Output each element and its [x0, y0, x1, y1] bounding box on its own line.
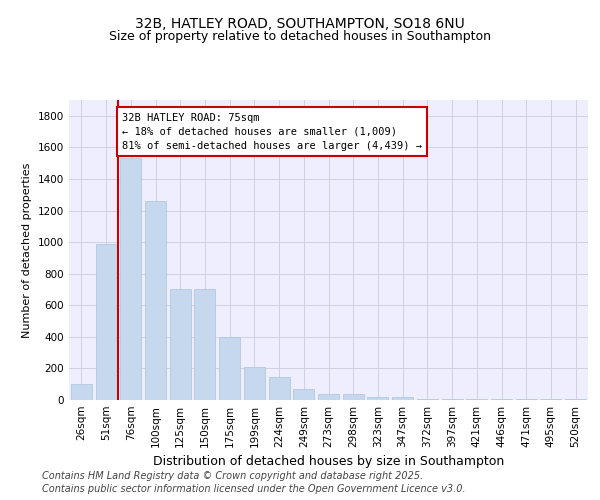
Text: Size of property relative to detached houses in Southampton: Size of property relative to detached ho…	[109, 30, 491, 43]
Bar	[318, 394, 339, 400]
Bar	[71, 384, 92, 400]
Bar	[442, 398, 463, 400]
Bar	[293, 389, 314, 400]
Text: Contains HM Land Registry data © Crown copyright and database right 2025.: Contains HM Land Registry data © Crown c…	[42, 471, 423, 481]
Bar	[367, 397, 388, 400]
Bar	[392, 397, 413, 400]
Bar	[194, 290, 215, 400]
Text: Contains public sector information licensed under the Open Government Licence v3: Contains public sector information licen…	[42, 484, 466, 494]
Bar	[269, 377, 290, 400]
Bar	[170, 290, 191, 400]
Text: 32B HATLEY ROAD: 75sqm
← 18% of detached houses are smaller (1,009)
81% of semi-: 32B HATLEY ROAD: 75sqm ← 18% of detached…	[122, 112, 422, 150]
Bar	[120, 158, 141, 400]
X-axis label: Distribution of detached houses by size in Southampton: Distribution of detached houses by size …	[153, 456, 504, 468]
Bar	[244, 367, 265, 400]
Bar	[145, 201, 166, 400]
Bar	[219, 337, 240, 400]
Bar	[95, 244, 116, 400]
Bar	[417, 398, 438, 400]
Y-axis label: Number of detached properties: Number of detached properties	[22, 162, 32, 338]
Bar	[343, 394, 364, 400]
Text: 32B, HATLEY ROAD, SOUTHAMPTON, SO18 6NU: 32B, HATLEY ROAD, SOUTHAMPTON, SO18 6NU	[135, 18, 465, 32]
